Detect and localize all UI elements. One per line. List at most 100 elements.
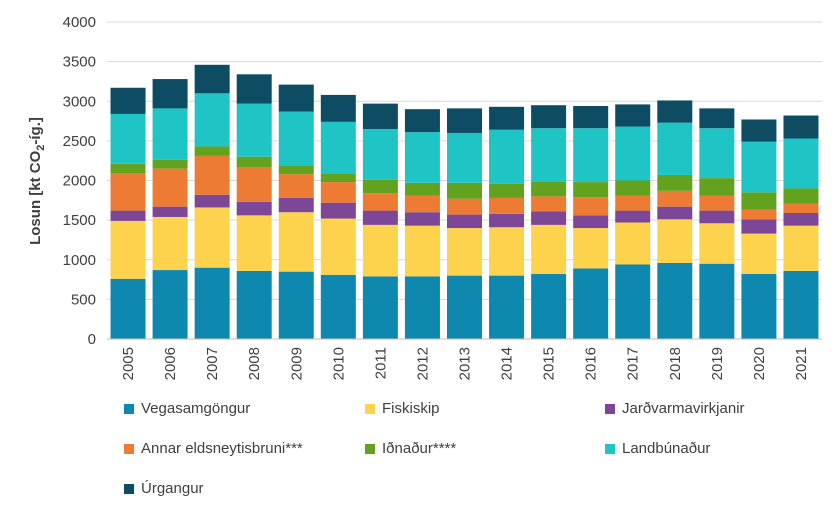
bar-segment	[657, 122, 693, 175]
bar-segment	[531, 128, 567, 182]
x-tick-label: 2013	[457, 347, 474, 380]
bar-segment	[573, 228, 609, 269]
bar-segment	[783, 188, 819, 204]
bar-stack-2010	[320, 94, 356, 339]
bar-segment	[194, 194, 230, 208]
x-tick-label: 2021	[793, 347, 810, 380]
bar-segment	[194, 64, 230, 94]
bar-segment	[531, 181, 567, 197]
bar-segment	[278, 111, 314, 166]
bar-segment	[447, 275, 482, 339]
y-tick-label: 2500	[63, 133, 96, 150]
bar-segment	[362, 193, 398, 211]
bar-stack-2018	[657, 100, 693, 339]
y-axis-label-main: Losun [kt CO	[27, 150, 44, 244]
bar-segment	[699, 263, 735, 339]
bar-stack-2015	[531, 105, 567, 339]
bar-stack-2013	[447, 108, 482, 339]
bar-stack-2020	[741, 119, 777, 339]
bar-segment	[531, 211, 567, 225]
y-axis-label-subscript: 2	[35, 145, 47, 151]
bar-segment	[194, 146, 230, 156]
bar-segment	[489, 197, 525, 214]
bar-segment	[194, 93, 230, 147]
bar-segment	[278, 197, 314, 213]
bar-segment	[531, 274, 567, 339]
bar-segment	[657, 100, 693, 123]
bar-segment	[573, 106, 609, 129]
y-tick-label: 3500	[63, 54, 96, 71]
bar-segment	[741, 141, 777, 193]
bar-segment	[404, 276, 440, 339]
bar-stack-2011	[362, 103, 398, 339]
bar-segment	[615, 264, 651, 339]
bar-segment	[152, 108, 188, 160]
bar-segment	[699, 108, 735, 129]
bar-stack-2017	[615, 104, 651, 339]
bar-segment	[320, 94, 356, 122]
x-tick-label: 2008	[246, 347, 263, 380]
bar-segment	[531, 105, 567, 129]
x-tick-label: 2005	[120, 347, 137, 380]
bar-segment	[362, 179, 398, 194]
bar-segment	[699, 210, 735, 224]
bar-segment	[573, 182, 609, 198]
bar-segment	[278, 174, 314, 198]
bar-segment	[699, 178, 735, 196]
bar-segment	[404, 212, 440, 226]
bar-segment	[236, 156, 272, 168]
bar-segment	[152, 168, 188, 207]
bar-segment	[236, 103, 272, 157]
bar-segment	[699, 223, 735, 264]
bar-segment	[447, 132, 482, 183]
bar-stack-2021	[783, 115, 819, 339]
bar-segment	[320, 202, 356, 219]
y-tick-label: 0	[88, 331, 96, 348]
x-tick-label: 2011	[372, 347, 389, 379]
bar-segment	[447, 228, 482, 276]
x-axis-ticks: 2005 2006 2007 2008 2009 2010 2011 2012 2013 2014…	[120, 347, 810, 380]
bar-segment	[783, 212, 819, 226]
bar-segment	[615, 195, 651, 211]
x-tick-label: 2014	[499, 347, 516, 380]
bar-segment	[699, 195, 735, 211]
x-tick-label: 2017	[625, 347, 642, 380]
bar-segment	[110, 87, 146, 114]
bar-segment	[278, 271, 314, 339]
bar-segment	[615, 126, 651, 181]
bar-segment	[447, 182, 482, 199]
bar-segment	[194, 207, 230, 268]
x-tick-label: 2010	[330, 347, 347, 380]
y-axis-label-tail: -íg.]	[27, 117, 44, 145]
bar-stack-2007	[194, 64, 230, 339]
bar-stack-2006	[152, 79, 188, 339]
x-tick-label: 2016	[583, 347, 600, 380]
bar-segment	[741, 192, 777, 210]
bar-segment	[615, 180, 651, 196]
bar-segment	[657, 206, 693, 220]
bar-segment	[783, 225, 819, 271]
bar-segment	[615, 210, 651, 223]
bar-segment	[573, 268, 609, 339]
bar-segment	[531, 224, 567, 275]
y-tick-label: 1000	[63, 252, 96, 269]
bar-segment	[110, 163, 146, 174]
bar-segment	[236, 215, 272, 271]
bar-segment	[236, 74, 272, 104]
bar-segment	[152, 216, 188, 271]
bar-segment	[783, 115, 819, 139]
bar-segment	[447, 198, 482, 215]
bar-segment	[699, 128, 735, 179]
bar-segment	[741, 233, 777, 275]
bar-segment	[573, 128, 609, 183]
bar-segment	[152, 159, 188, 169]
bar-stack-2016	[573, 106, 609, 339]
bar-segment	[362, 128, 398, 180]
bar-segment	[110, 173, 146, 211]
bar-segment	[741, 219, 777, 234]
bar-segment	[320, 121, 356, 174]
x-tick-label: 2006	[162, 347, 179, 380]
bar-segment	[110, 210, 146, 221]
y-axis-ticks: 0 500 1000 1500 2000 2500 3000 3500 4000	[63, 14, 96, 348]
